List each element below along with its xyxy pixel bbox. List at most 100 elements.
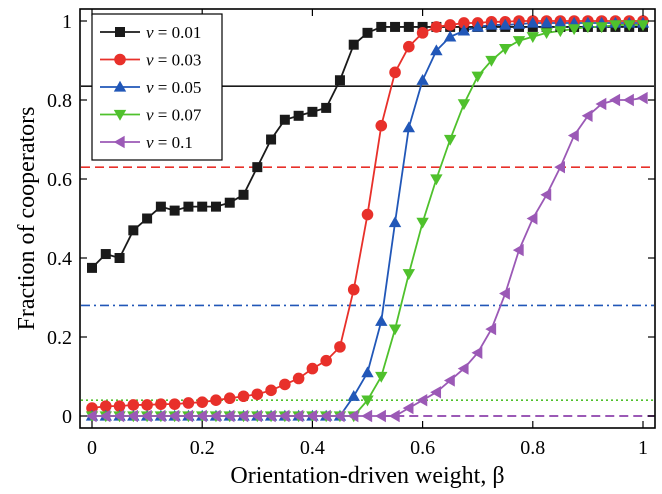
series-4-point [636, 20, 650, 32]
series-markers [85, 15, 650, 423]
series-2-point [223, 392, 236, 405]
series-1-point [417, 21, 428, 32]
series-2-point [347, 283, 360, 296]
series-3-point [540, 16, 553, 28]
series-3-point [416, 74, 429, 85]
series-4-point [375, 371, 388, 383]
series-5-point [127, 409, 138, 423]
series-4-point [609, 20, 622, 32]
axis-ticks [80, 9, 655, 428]
legend-label-4: v = 0.07 [146, 106, 202, 125]
series-2-point [251, 388, 264, 401]
series-5-point [402, 401, 414, 415]
series-5-point [306, 409, 318, 423]
series-5-point [416, 394, 428, 407]
plot-frame [79, 8, 656, 429]
series-4-point [595, 22, 608, 34]
series-1-point [197, 201, 208, 212]
series-2-point [279, 378, 291, 391]
series-1-point [403, 21, 414, 32]
series-5-point [581, 109, 593, 122]
series-2-point [306, 362, 319, 375]
series-5-point [140, 409, 152, 423]
y-tick-label: 0 [62, 406, 72, 428]
series-5-point [375, 409, 386, 423]
legend-label-value: = 0.01 [154, 23, 202, 42]
legend-label-value: = 0.1 [154, 133, 193, 152]
series-3-point [430, 44, 443, 56]
series-1-point [183, 201, 194, 212]
series-5-point [168, 409, 180, 423]
series-5-point [361, 409, 373, 423]
series-1-point [252, 162, 263, 173]
series-1-point [169, 205, 180, 216]
series-5-point [443, 374, 455, 387]
series-4-point [526, 32, 539, 43]
series-2-point [141, 399, 153, 411]
series-1-point [224, 197, 235, 208]
series-2-point [182, 397, 195, 409]
series-1-point [210, 201, 221, 212]
series-2-point [389, 66, 401, 79]
series-4-point [485, 55, 498, 67]
series-4-point [623, 20, 636, 32]
series-1-point [307, 106, 318, 117]
series-3-point [485, 18, 498, 30]
series-5-point [182, 409, 194, 423]
series-3-point [443, 30, 457, 42]
x-tick-label: 0 [87, 437, 97, 459]
legend-label-value: = 0.05 [154, 78, 202, 97]
series-4-point [443, 134, 457, 146]
legend-label-var: v [146, 51, 154, 70]
series-5-point [512, 243, 524, 257]
y-tick-label: 0.6 [47, 169, 72, 191]
series-5-point [499, 287, 510, 300]
y-tick-labels: 0 0.2 0.4 0.6 0.8 1 [47, 11, 72, 428]
series-1-point [376, 21, 387, 32]
legend-label-5: v = 0.1 [146, 133, 193, 152]
series-1-point [279, 114, 290, 125]
series-5-point [223, 409, 235, 423]
series-5-point [264, 409, 276, 423]
series-1-point [321, 102, 332, 113]
series-2-point [458, 17, 470, 29]
series-3-point [512, 17, 526, 29]
series-1-point [87, 262, 97, 273]
series-3-point [347, 390, 360, 401]
series-5-point [237, 409, 249, 423]
x-tick-label: 0.4 [300, 437, 325, 459]
legend-label-var: v [146, 78, 154, 97]
legend-label-var: v [146, 106, 154, 125]
series-3-point [471, 20, 484, 32]
series-4-point [402, 269, 416, 280]
series-1-point [390, 21, 401, 32]
series-4-point [471, 71, 484, 83]
series-1-point [128, 225, 139, 236]
series-1-point [142, 213, 153, 224]
legend-marker-3 [113, 80, 127, 92]
series-3-point [388, 216, 402, 228]
series-2-point [127, 399, 140, 411]
series-4-point [567, 24, 581, 36]
series-2-point [403, 40, 415, 53]
series-5-point [595, 97, 607, 111]
series-1-point [293, 110, 304, 121]
series-1-point [114, 253, 125, 263]
legend: v = 0.01v = 0.03v = 0.05v = 0.07v = 0.1 [91, 13, 223, 161]
series-1-point [238, 189, 249, 200]
series-5-point [99, 409, 111, 423]
series-5-point [388, 409, 400, 423]
series-2-point [292, 372, 305, 385]
legend-label-value: = 0.03 [154, 51, 202, 70]
series-4-point [499, 44, 512, 55]
x-tick-label: 0.8 [520, 437, 545, 459]
legend-label-value: = 0.07 [154, 106, 202, 125]
series-5-point [526, 212, 538, 225]
series-2-point [361, 208, 374, 221]
legend-marker-4 [113, 109, 127, 121]
series-4-point [554, 26, 567, 38]
series-1-point [334, 75, 345, 86]
series-3-point [402, 121, 416, 133]
series-5-point [540, 188, 552, 201]
